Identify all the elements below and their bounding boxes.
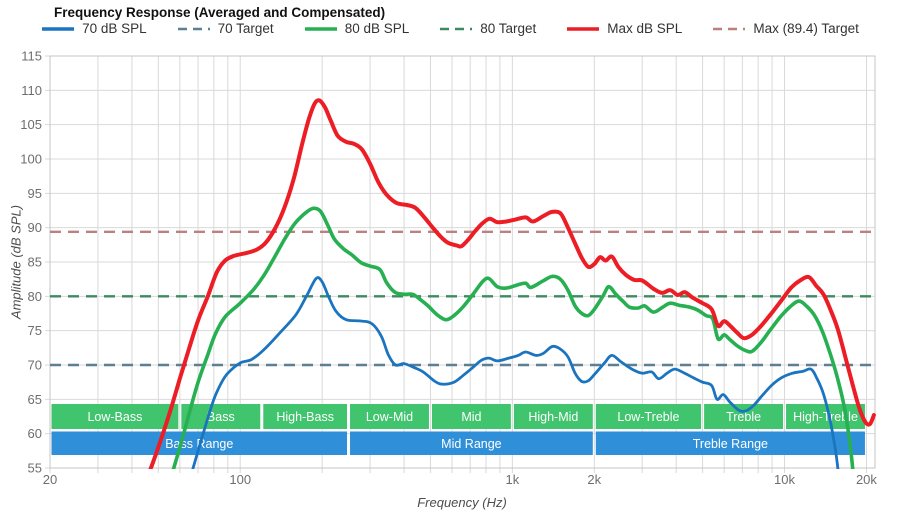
legend-item-80-target[interactable]: 80 Target — [439, 21, 536, 36]
y-tick-label-75: 75 — [28, 323, 42, 338]
y-tick-label-70: 70 — [28, 358, 42, 373]
legend-swatch-80-db-spl-line-icon — [304, 26, 337, 31]
range-treble-range — [595, 431, 865, 455]
band-label-high-bass: High-Bass — [276, 410, 334, 424]
range-label-mid-range: Mid Range — [441, 437, 501, 451]
legend-item-80-db-spl[interactable]: 80 dB SPL — [304, 21, 410, 36]
x-tick-label-20k: 20k — [856, 472, 877, 487]
y-tick-label-65: 65 — [28, 392, 42, 407]
legend-label-70-db-spl: 70 dB SPL — [82, 21, 147, 36]
y-tick-label-115: 115 — [21, 49, 42, 64]
x-tick-label-20: 20 — [43, 472, 57, 487]
range-label-treble-range: Treble Range — [693, 437, 768, 451]
legend-item-max-89-4-target[interactable]: Max (89.4) Target — [712, 21, 859, 36]
legend-item-70-db-spl[interactable]: 70 dB SPL — [41, 21, 147, 36]
series-max-db-spl — [148, 98, 876, 469]
band-low-treble — [595, 404, 702, 429]
legend-swatch-70-target-dashed-line-icon — [177, 27, 210, 30]
y-tick-label-105: 105 — [20, 117, 42, 132]
legend-swatch-80-target-dashed-line-icon — [440, 27, 473, 30]
band-label-bass: Bass — [207, 410, 235, 424]
series-80-db-spl — [171, 206, 855, 469]
plot-border — [49, 55, 876, 469]
y-tick-label-85: 85 — [28, 255, 42, 270]
band-label-high-mid: High-Mid — [528, 410, 578, 424]
y-tick-label-100: 100 — [20, 152, 42, 167]
y-tick-label-55: 55 — [28, 461, 42, 476]
band-high-mid — [513, 404, 593, 429]
legend-swatch-max-89-4-target-dashed-line-icon — [713, 27, 746, 30]
y-tick-label-60: 60 — [28, 426, 42, 441]
y-tick-label-90: 90 — [28, 220, 42, 235]
x-axis-title: Frequency (Hz) — [417, 495, 507, 510]
band-label-treble: Treble — [726, 410, 761, 424]
series-70-db-spl — [191, 276, 840, 469]
legend-item-max-db-spl[interactable]: Max dB SPL — [566, 21, 682, 36]
band-label-mid: Mid — [461, 410, 481, 424]
y-tick-label-80: 80 — [28, 289, 42, 304]
band-mid — [431, 404, 511, 429]
x-tick-label-10k: 10k — [774, 472, 795, 487]
range-mid-range — [350, 431, 593, 455]
legend-label-80-target: 80 Target — [480, 21, 537, 36]
band-label-low-bass: Low-Bass — [87, 410, 142, 424]
y-tick-label-95: 95 — [28, 186, 42, 201]
legend-label-max-db-spl: Max dB SPL — [607, 21, 683, 36]
band-label-low-mid: Low-Mid — [366, 410, 413, 424]
legend-label-70-target: 70 Target — [217, 21, 274, 36]
x-tick-label-100: 100 — [229, 472, 251, 487]
chart-title: Frequency Response (Averaged and Compens… — [54, 5, 386, 20]
band-label-high-treble: High-Treble — [793, 410, 858, 424]
band-high-treble — [786, 404, 865, 429]
x-tick-label-2k: 2k — [587, 472, 601, 487]
band-treble — [704, 404, 784, 429]
chart-legend: 70 dB SPL 70 Target 80 dB SPL 80 Target Max … — [0, 21, 900, 36]
band-low-bass — [51, 404, 179, 429]
band-low-mid — [350, 404, 429, 429]
legend-swatch-70-db-spl-line-icon — [42, 26, 75, 31]
legend-item-70-target[interactable]: 70 Target — [177, 21, 274, 36]
legend-swatch-max-db-spl-line-icon — [567, 26, 600, 31]
legend-label-80-db-spl: 80 dB SPL — [344, 21, 410, 36]
y-axis-title: Amplitude (dB SPL) — [8, 204, 24, 320]
band-bass — [181, 404, 261, 429]
legend-label-max-89-4-target: Max (89.4) Target — [753, 21, 859, 36]
x-tick-label-1k: 1k — [506, 472, 520, 487]
y-tick-label-110: 110 — [21, 83, 42, 98]
band-high-bass — [263, 404, 348, 429]
band-label-low-treble: Low-Treble — [617, 410, 679, 424]
